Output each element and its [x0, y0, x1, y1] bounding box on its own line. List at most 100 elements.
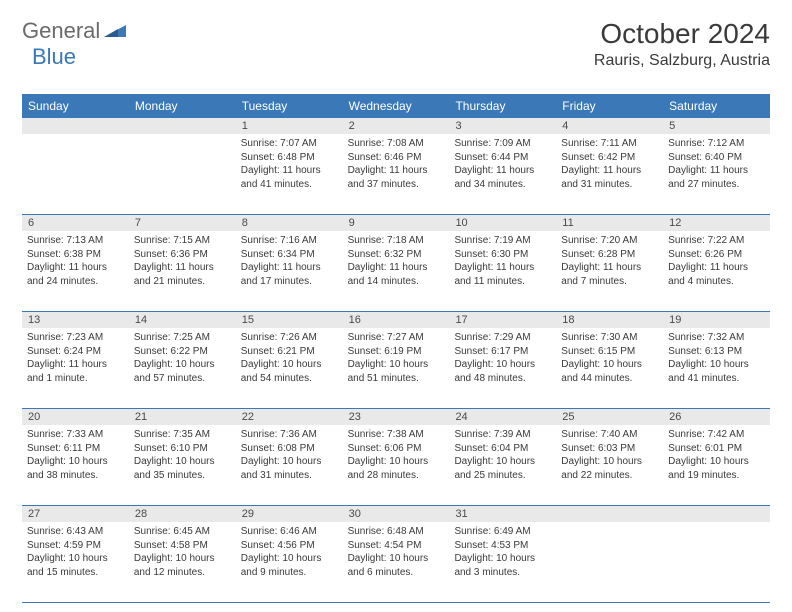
day-number: 19 — [663, 312, 770, 328]
brand-logo: General — [22, 18, 128, 44]
cell-sunrise: Sunrise: 7:27 AM — [348, 331, 445, 345]
calendar-cell: Sunrise: 7:16 AMSunset: 6:34 PMDaylight:… — [236, 231, 343, 311]
cell-sunrise: Sunrise: 7:36 AM — [241, 428, 338, 442]
weekday-col: Saturday — [663, 94, 770, 118]
cell-day2: and 37 minutes. — [348, 178, 445, 192]
brand-triangle-icon — [104, 21, 126, 42]
cell-sunrise: Sunrise: 7:20 AM — [561, 234, 658, 248]
cell-sunset: Sunset: 6:46 PM — [348, 151, 445, 165]
calendar-cell — [556, 522, 663, 602]
day-number: 17 — [449, 312, 556, 328]
cell-day2: and 15 minutes. — [27, 566, 124, 580]
daynum-row: 12345 — [22, 118, 770, 134]
cell-sunset: Sunset: 6:34 PM — [241, 248, 338, 262]
cell-sunset: Sunset: 6:04 PM — [454, 442, 551, 456]
day-number: 4 — [556, 118, 663, 134]
cell-day1: Daylight: 10 hours — [348, 358, 445, 372]
location-text: Rauris, Salzburg, Austria — [594, 52, 770, 70]
calendar-cell: Sunrise: 7:07 AMSunset: 6:48 PMDaylight:… — [236, 134, 343, 214]
cell-day1: Daylight: 10 hours — [27, 552, 124, 566]
day-number: 23 — [343, 409, 450, 425]
calendar-cell — [129, 134, 236, 214]
day-number: 8 — [236, 215, 343, 231]
cell-sunrise: Sunrise: 7:38 AM — [348, 428, 445, 442]
cell-day2: and 7 minutes. — [561, 275, 658, 289]
calendar-cell: Sunrise: 7:09 AMSunset: 6:44 PMDaylight:… — [449, 134, 556, 214]
cell-day2: and 22 minutes. — [561, 469, 658, 483]
day-number: 18 — [556, 312, 663, 328]
cell-day2: and 9 minutes. — [241, 566, 338, 580]
cell-day1: Daylight: 10 hours — [668, 358, 765, 372]
cell-sunrise: Sunrise: 7:33 AM — [27, 428, 124, 442]
cell-day2: and 38 minutes. — [27, 469, 124, 483]
cell-sunset: Sunset: 6:36 PM — [134, 248, 231, 262]
day-number: 21 — [129, 409, 236, 425]
cell-sunset: Sunset: 4:54 PM — [348, 539, 445, 553]
cell-sunset: Sunset: 6:32 PM — [348, 248, 445, 262]
day-number: 3 — [449, 118, 556, 134]
cell-day1: Daylight: 10 hours — [454, 455, 551, 469]
calendar-cell: Sunrise: 7:35 AMSunset: 6:10 PMDaylight:… — [129, 425, 236, 505]
cell-sunset: Sunset: 6:03 PM — [561, 442, 658, 456]
cell-day2: and 57 minutes. — [134, 372, 231, 386]
brand-part2: Blue — [32, 44, 76, 69]
cell-day1: Daylight: 11 hours — [241, 164, 338, 178]
cell-sunrise: Sunrise: 7:26 AM — [241, 331, 338, 345]
cell-sunset: Sunset: 6:26 PM — [668, 248, 765, 262]
cell-sunrise: Sunrise: 7:29 AM — [454, 331, 551, 345]
cell-day1: Daylight: 11 hours — [134, 261, 231, 275]
cell-sunset: Sunset: 6:40 PM — [668, 151, 765, 165]
cell-sunset: Sunset: 6:19 PM — [348, 345, 445, 359]
day-number: 20 — [22, 409, 129, 425]
calendar-cell: Sunrise: 7:32 AMSunset: 6:13 PMDaylight:… — [663, 328, 770, 408]
calendar-cell: Sunrise: 6:45 AMSunset: 4:58 PMDaylight:… — [129, 522, 236, 602]
cell-day1: Daylight: 10 hours — [241, 455, 338, 469]
calendar-row: Sunrise: 7:07 AMSunset: 6:48 PMDaylight:… — [22, 134, 770, 215]
calendar-cell: Sunrise: 7:20 AMSunset: 6:28 PMDaylight:… — [556, 231, 663, 311]
cell-sunset: Sunset: 6:11 PM — [27, 442, 124, 456]
calendar-cell — [663, 522, 770, 602]
cell-day2: and 34 minutes. — [454, 178, 551, 192]
cell-day2: and 54 minutes. — [241, 372, 338, 386]
day-number: 27 — [22, 506, 129, 522]
daynum-row: 2728293031 — [22, 506, 770, 522]
cell-sunrise: Sunrise: 7:18 AM — [348, 234, 445, 248]
cell-day1: Daylight: 11 hours — [454, 261, 551, 275]
cell-day1: Daylight: 11 hours — [561, 261, 658, 275]
day-number: 13 — [22, 312, 129, 328]
calendar-cell: Sunrise: 7:30 AMSunset: 6:15 PMDaylight:… — [556, 328, 663, 408]
cell-day2: and 25 minutes. — [454, 469, 551, 483]
day-number: 1 — [236, 118, 343, 134]
cell-day2: and 6 minutes. — [348, 566, 445, 580]
daynum-row: 6789101112 — [22, 215, 770, 231]
weekday-header: Sunday Monday Tuesday Wednesday Thursday… — [22, 94, 770, 118]
cell-day2: and 41 minutes. — [241, 178, 338, 192]
cell-sunset: Sunset: 6:06 PM — [348, 442, 445, 456]
day-number: 14 — [129, 312, 236, 328]
calendar-cell: Sunrise: 7:22 AMSunset: 6:26 PMDaylight:… — [663, 231, 770, 311]
cell-sunset: Sunset: 6:10 PM — [134, 442, 231, 456]
weekday-col: Tuesday — [236, 94, 343, 118]
calendar-cell: Sunrise: 7:19 AMSunset: 6:30 PMDaylight:… — [449, 231, 556, 311]
cell-sunset: Sunset: 6:22 PM — [134, 345, 231, 359]
calendar-cell: Sunrise: 6:49 AMSunset: 4:53 PMDaylight:… — [449, 522, 556, 602]
weekday-col: Thursday — [449, 94, 556, 118]
daynum-row: 13141516171819 — [22, 312, 770, 328]
day-number: 31 — [449, 506, 556, 522]
cell-day1: Daylight: 10 hours — [241, 358, 338, 372]
day-number: 10 — [449, 215, 556, 231]
brand-part1: General — [22, 18, 100, 44]
day-number: 15 — [236, 312, 343, 328]
cell-day2: and 11 minutes. — [454, 275, 551, 289]
cell-sunset: Sunset: 6:30 PM — [454, 248, 551, 262]
cell-day1: Daylight: 11 hours — [27, 358, 124, 372]
cell-sunset: Sunset: 6:21 PM — [241, 345, 338, 359]
day-number: 6 — [22, 215, 129, 231]
cell-sunset: Sunset: 6:08 PM — [241, 442, 338, 456]
day-number — [22, 118, 129, 134]
day-number: 11 — [556, 215, 663, 231]
cell-sunset: Sunset: 6:24 PM — [27, 345, 124, 359]
cell-sunset: Sunset: 6:48 PM — [241, 151, 338, 165]
cell-day1: Daylight: 10 hours — [134, 552, 231, 566]
cell-day2: and 31 minutes. — [561, 178, 658, 192]
